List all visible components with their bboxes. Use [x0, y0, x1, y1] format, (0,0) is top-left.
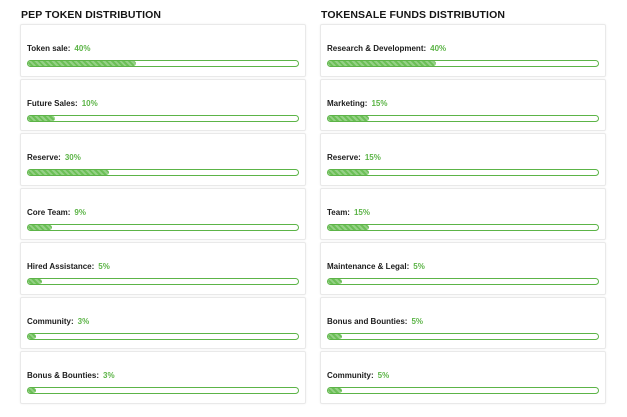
distribution-item-name: Bonus and Bounties:	[327, 316, 408, 326]
distribution-item-label-row: Bonus & Bounties: 3%	[27, 371, 115, 381]
progress-bar-track	[27, 114, 299, 122]
progress-bar-fill	[28, 388, 37, 393]
progress-bar-fill	[328, 170, 369, 175]
distribution-item-percent: 40%	[74, 44, 91, 53]
progress-bar-track	[27, 169, 299, 176]
distribution-item-percent: 5%	[413, 262, 425, 271]
distribution-item-name: Community:	[327, 371, 374, 380]
progress-bar-fill	[328, 388, 342, 393]
progress-bar-track	[327, 169, 599, 176]
distribution-item: Hired Assistance: 5%	[20, 242, 306, 295]
distribution-item-label-row: Maintenance & Legal: 5%	[327, 262, 425, 272]
distribution-item-name: Maintenance & Legal:	[327, 262, 410, 271]
distribution-item-percent: 30%	[64, 153, 81, 162]
progress-bar-track	[27, 332, 299, 340]
distribution-item-label-row: Reserve: 15%	[327, 153, 381, 163]
distribution-item-label-row: Core Team: 9%	[27, 208, 86, 218]
pep-token-distribution-panel: PEP TOKEN DISTRIBUTION Token sale: 40% Fut…	[20, 8, 306, 406]
progress-bar-track	[327, 223, 599, 231]
distribution-item-label-row: Token sale: 40%	[27, 44, 90, 54]
progress-bar-fill	[328, 115, 369, 121]
progress-bar-fill	[28, 224, 53, 230]
pep-token-distribution-list: Token sale: 40% Future Sales: 10% Reserve: 30…	[20, 24, 306, 404]
distribution-item-label-row: Team: 15%	[327, 208, 370, 218]
distribution-item: Community: 5%	[320, 351, 606, 404]
progress-bar-fill	[28, 115, 55, 121]
distribution-item-name: Reserve:	[27, 153, 61, 162]
distribution-item-name: Core Team:	[27, 207, 71, 217]
progress-bar-track	[27, 387, 299, 394]
progress-bar-track	[27, 223, 299, 231]
distribution-item-name: Research & Development:	[327, 44, 427, 53]
pep-token-distribution-title: PEP TOKEN DISTRIBUTION	[21, 9, 162, 21]
distribution-item: Reserve: 15%	[320, 133, 606, 186]
distribution-item: Core Team: 9%	[20, 187, 306, 240]
distribution-item: Community: 3%	[20, 296, 306, 349]
distribution-item-name: Future Sales:	[27, 98, 78, 108]
distribution-item-name: Marketing:	[327, 98, 368, 108]
distribution-item: Team: 15%	[320, 187, 606, 240]
distribution-item: Marketing: 15%	[320, 78, 606, 131]
distribution-item-name: Team:	[327, 207, 350, 217]
progress-bar-track	[327, 60, 599, 67]
progress-bar-track	[327, 114, 599, 122]
progress-bar-fill	[328, 224, 369, 230]
distribution-item: Research & Development: 40%	[320, 24, 606, 77]
progress-bar-fill	[28, 61, 136, 66]
distribution-item-percent: 5%	[411, 316, 424, 326]
distribution-item: Reserve: 30%	[20, 133, 306, 186]
progress-bar-fill	[328, 61, 436, 66]
distribution-item: Maintenance & Legal: 5%	[320, 242, 606, 295]
distribution-item-percent: 10%	[81, 98, 98, 108]
progress-bar-fill	[28, 333, 37, 339]
distribution-item-label-row: Bonus and Bounties: 5%	[327, 317, 423, 327]
distribution-item-percent: 3%	[103, 371, 115, 380]
progress-bar-fill	[28, 279, 42, 284]
distribution-item: Future Sales: 10%	[20, 78, 306, 131]
distribution-item-label-row: Marketing: 15%	[327, 99, 387, 109]
progress-bar-track	[27, 60, 299, 67]
progress-bar-fill	[328, 333, 342, 339]
distribution-item-label-row: Hired Assistance: 5%	[27, 262, 110, 272]
progress-bar-fill	[328, 279, 342, 284]
distribution-item-label-row: Community: 5%	[327, 371, 389, 381]
progress-bar-track	[327, 278, 599, 285]
distribution-item-percent: 3%	[77, 316, 90, 326]
distribution-item-percent: 40%	[430, 44, 447, 53]
distribution-item-label-row: Reserve: 30%	[27, 153, 81, 163]
tokensale-funds-distribution-title: TOKENSALE FUNDS DISTRIBUTION	[321, 9, 506, 21]
distribution-item-percent: 15%	[353, 207, 370, 217]
distribution-item-percent: 9%	[74, 207, 86, 217]
distribution-item-label-row: Community: 3%	[27, 317, 89, 327]
progress-bar-track	[27, 278, 299, 285]
distribution-item-name: Bonus & Bounties:	[27, 371, 99, 380]
distribution-item-name: Token sale:	[27, 44, 71, 53]
distribution-item-name: Hired Assistance:	[27, 262, 95, 271]
distribution-item: Bonus and Bounties: 5%	[320, 296, 606, 349]
distribution-item-percent: 15%	[364, 153, 381, 162]
distribution-item-percent: 15%	[371, 98, 388, 108]
distribution-item-label-row: Future Sales: 10%	[27, 99, 98, 109]
progress-bar-track	[327, 332, 599, 340]
distribution-item: Token sale: 40%	[20, 24, 306, 77]
tokensale-funds-distribution-list: Research & Development: 40% Marketing: 15% R…	[320, 24, 606, 404]
distribution-item-label-row: Research & Development: 40%	[327, 44, 446, 54]
tokensale-funds-distribution-panel: TOKENSALE FUNDS DISTRIBUTION Research & …	[320, 8, 606, 406]
progress-bar-fill	[28, 170, 109, 175]
distribution-item-name: Community:	[27, 316, 74, 326]
distribution-item: Bonus & Bounties: 3%	[20, 351, 306, 404]
distribution-item-name: Reserve:	[327, 153, 361, 162]
progress-bar-track	[327, 387, 599, 394]
distribution-item-percent: 5%	[377, 371, 390, 380]
distribution-item-percent: 5%	[98, 262, 110, 271]
